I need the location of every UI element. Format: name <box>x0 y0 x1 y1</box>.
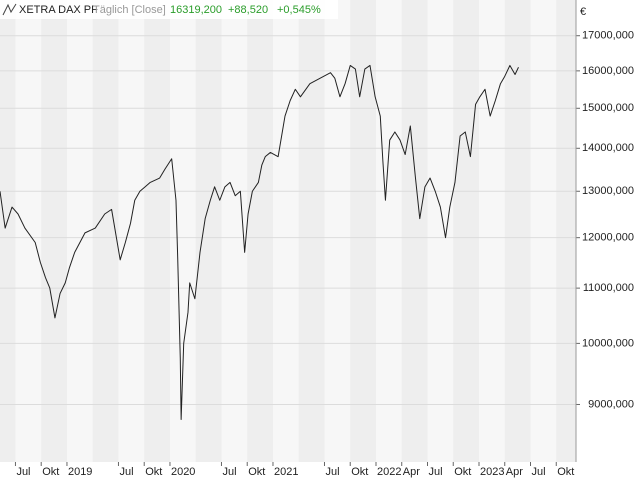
y-tick-label: 17000,000 <box>582 30 634 42</box>
y-tick-label: 13000,000 <box>582 185 634 197</box>
y-tick-label: 12000,000 <box>582 232 634 244</box>
stripe <box>556 0 576 462</box>
stripe <box>401 0 428 462</box>
grid <box>0 0 580 466</box>
x-tick-label: 2021 <box>274 466 298 478</box>
y-tick-label: 10000,000 <box>582 337 634 349</box>
x-tick-label: Okt <box>557 466 574 478</box>
x-tick-label: Jul <box>428 466 442 478</box>
plot-background <box>0 0 576 462</box>
stripe <box>41 0 67 462</box>
y-tick-label: 9000,000 <box>588 398 634 410</box>
header-title: XETRA DAX PF <box>19 4 98 16</box>
stripe <box>144 0 170 462</box>
x-tick-label: 2023 <box>480 466 504 478</box>
y-tick-label: 14000,000 <box>582 142 634 154</box>
header-icon <box>2 3 17 16</box>
x-tick-label: Apr <box>403 466 420 478</box>
header-change: +88,520 <box>228 4 268 16</box>
stripe <box>504 0 531 462</box>
x-tick-label: Okt <box>145 466 162 478</box>
x-tick-label: Apr <box>506 466 523 478</box>
x-tick-label: Okt <box>248 466 265 478</box>
x-tick-label: Okt <box>351 466 368 478</box>
y-tick-label: 11000,000 <box>583 282 634 294</box>
header-change-pct: +0,545% <box>277 4 321 16</box>
marks <box>0 64 519 420</box>
y-tick-label: 16000,000 <box>582 65 634 77</box>
stripe <box>453 0 479 462</box>
stripe <box>92 0 119 462</box>
x-tick-label: Jul <box>119 466 133 478</box>
x-tick-label: Jul <box>16 466 30 478</box>
y-tick-label: 15000,000 <box>582 102 634 114</box>
stripe <box>0 0 16 462</box>
x-tick-label: Okt <box>454 466 471 478</box>
x-tick-label: Jul <box>222 466 236 478</box>
price-line <box>0 64 519 420</box>
stripe <box>350 0 376 462</box>
x-tick-label: 2022 <box>377 466 401 478</box>
stripe <box>298 0 325 462</box>
header-last-value: 16319,200 <box>170 4 222 16</box>
header-box <box>0 0 338 19</box>
plot-area <box>0 0 576 462</box>
y-unit: € <box>580 6 586 18</box>
x-tick-label: 2019 <box>68 466 92 478</box>
x-tick-label: Jul <box>325 466 339 478</box>
stripe <box>195 0 222 462</box>
x-tick-label: Jul <box>532 466 546 478</box>
stripe <box>247 0 273 462</box>
header-subtitle: Täglich [Close] <box>93 4 166 16</box>
x-tick-label: Okt <box>42 466 59 478</box>
x-tick-label: 2020 <box>171 466 195 478</box>
